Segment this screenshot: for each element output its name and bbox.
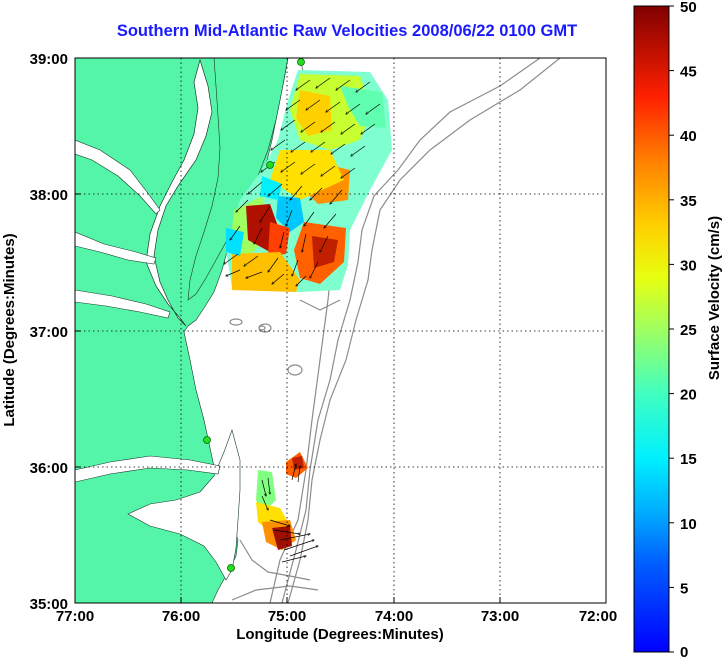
- y-tick-label: 35:00: [30, 596, 68, 613]
- colorbar-tick-label: 50: [680, 0, 697, 16]
- map-title: Southern Mid-Atlantic Raw Velocities 200…: [116, 22, 578, 40]
- colorbar-tick-label: 20: [680, 387, 697, 404]
- x-axis: 77:00 76:00 75:00 74:00 73:00 72:00 Long…: [56, 597, 617, 643]
- x-tick-label: 72:00: [579, 608, 617, 625]
- x-tick-label: 74:00: [375, 608, 413, 625]
- rappahannock-river: [75, 231, 157, 265]
- station-marker[interactable]: [227, 564, 235, 572]
- delmarva-peninsula: [187, 58, 289, 301]
- colorbar-tick-label: 35: [680, 193, 697, 210]
- station-marker[interactable]: [203, 436, 211, 444]
- colorbar-label: Surface Velocity (cm/s): [706, 216, 723, 380]
- x-axis-label: Longitude (Degrees:Minutes): [236, 626, 444, 643]
- colorbar-tick-label: 5: [680, 580, 688, 597]
- y-axis-label: Latitude (Degrees:Minutes): [1, 233, 18, 426]
- colorbar-tick-label: 10: [680, 516, 697, 533]
- y-tick-label: 36:00: [30, 460, 68, 477]
- albemarle-sound: [75, 455, 221, 483]
- pamlico-sound: [127, 429, 241, 581]
- colorbar: 50 45 40 35 30 25 20 15 10 5 0 Surface V…: [633, 0, 723, 659]
- velocity-vectors-north: [224, 77, 381, 286]
- x-tick-label: 77:00: [56, 608, 94, 625]
- colorbar-tick-label: 40: [680, 128, 697, 145]
- station-marker[interactable]: [297, 58, 305, 66]
- colorbar-tick-label: 0: [680, 644, 688, 659]
- x-tick-label: 73:00: [481, 608, 519, 625]
- chesapeake-bay: [145, 58, 213, 327]
- colorbar-gradient: [633, 5, 670, 653]
- x-tick-label: 75:00: [268, 608, 306, 625]
- colorbar-tick-label: 25: [680, 322, 697, 339]
- y-axis: 39:00 38:00 37:00 36:00 35:00 Latitude (…: [1, 51, 81, 613]
- x-tick-label: 76:00: [162, 608, 200, 625]
- velocity-field-north: [226, 70, 392, 292]
- colorbar-tick-label: 45: [680, 64, 697, 81]
- radar-stations: [203, 58, 305, 572]
- grid-lines: [75, 58, 606, 603]
- y-tick-label: 39:00: [30, 51, 68, 68]
- y-tick-label: 38:00: [30, 187, 68, 204]
- colorbar-tick-label: 15: [680, 451, 697, 468]
- colorbar-tick-label: 30: [680, 257, 697, 274]
- station-marker[interactable]: [266, 161, 274, 169]
- y-tick-label: 37:00: [30, 324, 68, 341]
- james-river: [75, 289, 171, 319]
- potomac-river: [75, 139, 161, 215]
